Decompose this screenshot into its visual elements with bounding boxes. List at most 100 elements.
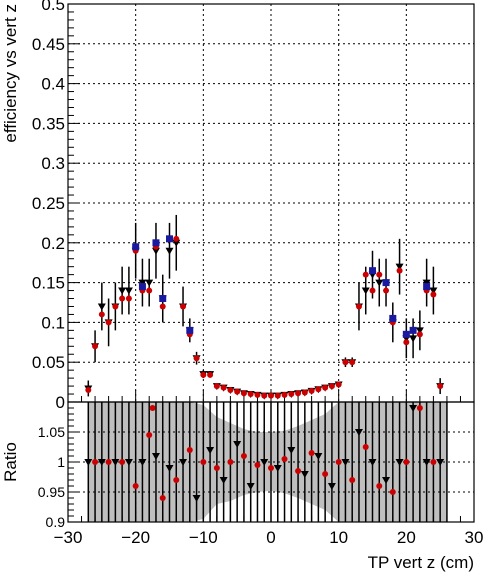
main-data-point bbox=[301, 389, 308, 396]
main-data-point bbox=[423, 283, 431, 291]
ratio-data-point bbox=[105, 459, 112, 465]
main-data-point bbox=[288, 391, 295, 398]
main-data-point bbox=[124, 287, 133, 295]
main-data-point bbox=[409, 326, 417, 334]
main-data-point bbox=[369, 267, 376, 275]
ratio-data-point bbox=[409, 405, 418, 412]
ratio-data-point bbox=[403, 459, 410, 465]
ratio-data-point bbox=[179, 459, 188, 466]
main-data-point bbox=[227, 387, 234, 394]
main-y-tick-label: 0.45 bbox=[32, 35, 65, 54]
ratio-data-point bbox=[314, 453, 323, 460]
main-y-tick-label: 0.35 bbox=[32, 114, 65, 133]
main-data-point bbox=[261, 392, 268, 399]
main-data-point bbox=[281, 391, 288, 398]
ratio-data-point bbox=[213, 465, 220, 471]
main-data-point bbox=[308, 387, 315, 394]
ratio-data-point bbox=[295, 468, 302, 474]
ratio-data-point bbox=[354, 429, 363, 436]
main-data-point bbox=[119, 295, 126, 302]
ratio-data-point bbox=[227, 459, 234, 465]
ratio-data-point bbox=[233, 441, 242, 448]
ratio-data-point bbox=[416, 405, 423, 411]
ratio-data-point bbox=[159, 495, 166, 501]
ratio-data-point bbox=[395, 459, 404, 466]
main-data-point bbox=[159, 295, 167, 303]
main-data-point bbox=[125, 295, 132, 302]
ratio-data-point bbox=[138, 459, 147, 466]
main-data-point bbox=[213, 383, 220, 390]
main-data-point bbox=[402, 330, 410, 338]
main-data-point bbox=[409, 335, 418, 343]
main-data-point bbox=[166, 235, 173, 243]
main-data-point bbox=[85, 387, 92, 394]
main-data-point bbox=[207, 371, 214, 378]
ratio-data-point bbox=[165, 465, 174, 472]
main-data-point bbox=[322, 384, 329, 391]
main-y-tick-label: 0.1 bbox=[41, 313, 65, 332]
main-data-point bbox=[165, 247, 174, 255]
main-data-point bbox=[247, 391, 254, 398]
main-y-tick-label: 0.05 bbox=[32, 353, 65, 372]
main-data-point bbox=[193, 355, 200, 362]
main-data-point bbox=[415, 327, 424, 335]
ratio-data-point bbox=[335, 459, 342, 465]
main-data-point bbox=[118, 287, 127, 295]
ratio-data-point bbox=[200, 459, 207, 465]
ratio-data-point bbox=[92, 459, 99, 465]
main-data-point bbox=[254, 391, 261, 398]
main-data-point bbox=[173, 235, 180, 242]
main-data-point bbox=[159, 303, 166, 310]
ratio-data-point bbox=[308, 450, 315, 456]
main-data-point bbox=[429, 287, 438, 295]
ratio-y-axis-title: Ratio bbox=[1, 442, 20, 482]
main-data-point bbox=[396, 267, 403, 274]
ratio-y-tick-label: 1.05 bbox=[38, 424, 65, 440]
main-y-tick-label: 0.4 bbox=[41, 75, 65, 94]
ratio-data-point bbox=[240, 453, 247, 459]
ratio-data-point bbox=[151, 453, 160, 460]
ratio-data-point bbox=[341, 459, 350, 466]
main-data-point bbox=[295, 390, 302, 397]
main-y-tick-label: 0.5 bbox=[41, 0, 65, 14]
ratio-data-point bbox=[382, 477, 391, 484]
ratio-data-point bbox=[349, 477, 356, 483]
ratio-data-point bbox=[376, 483, 383, 489]
ratio-data-point bbox=[206, 447, 215, 454]
ratio-data-point bbox=[132, 483, 139, 489]
ratio-data-point bbox=[368, 459, 377, 466]
main-data-point bbox=[234, 388, 241, 395]
main-data-point bbox=[376, 271, 383, 278]
main-data-point bbox=[180, 303, 187, 310]
ratio-data-point bbox=[246, 483, 255, 490]
ratio-data-point bbox=[111, 459, 120, 466]
main-data-point bbox=[268, 392, 274, 399]
main-data-point bbox=[395, 263, 404, 271]
ratio-y-tick-label: 0.9 bbox=[46, 514, 66, 530]
main-data-point bbox=[274, 392, 281, 399]
main-data-point bbox=[172, 239, 181, 247]
ratio-data-point bbox=[219, 477, 228, 484]
ratio-data-point bbox=[430, 459, 437, 465]
ratio-data-point bbox=[300, 471, 309, 478]
ratio-data-point bbox=[146, 432, 153, 438]
ratio-x-tick-label: −30 bbox=[54, 528, 83, 547]
main-data-point bbox=[437, 383, 444, 390]
ratio-data-point bbox=[97, 459, 106, 466]
main-data-point bbox=[342, 359, 349, 366]
main-data-point bbox=[152, 239, 160, 247]
main-data-point bbox=[355, 303, 362, 310]
main-data-point bbox=[105, 319, 112, 326]
ratio-y-tick-label: 0.95 bbox=[38, 484, 65, 500]
main-data-point bbox=[98, 311, 105, 318]
main-data-point bbox=[361, 287, 370, 295]
main-data-point bbox=[375, 279, 384, 287]
ratio-data-point bbox=[436, 459, 445, 466]
ratio-x-tick-label: −10 bbox=[189, 528, 218, 547]
ratio-data-point bbox=[260, 459, 269, 466]
ratio-data-point bbox=[186, 447, 193, 453]
main-data-point bbox=[430, 291, 437, 298]
ratio-data-point bbox=[192, 495, 201, 502]
ratio-x-tick-label: 0 bbox=[266, 528, 275, 547]
main-data-point bbox=[97, 303, 106, 311]
